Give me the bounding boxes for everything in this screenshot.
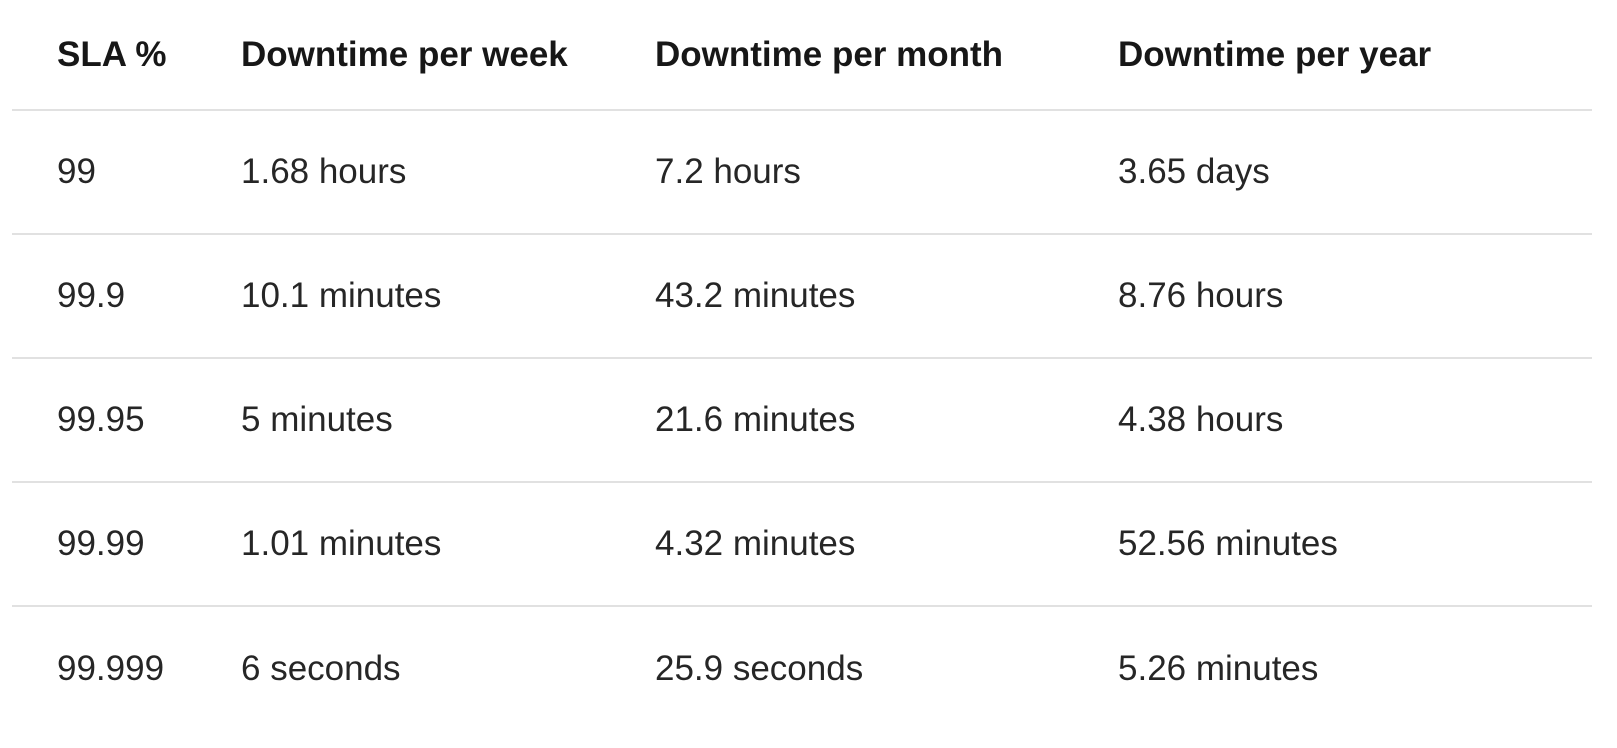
cell-downtime-week: 10.1 minutes [241,276,442,315]
cell-sla-percent: 99.99 [57,524,145,563]
header-downtime-per-month: Downtime per month [655,34,1004,74]
cell-sla-percent: 99.9 [57,276,126,315]
cell-downtime-week: 1.68 hours [241,152,407,191]
cell-sla-percent: 99 [57,152,96,191]
cell-sla-percent: 99.999 [57,649,165,688]
cell-sla-percent: 99.95 [57,400,145,439]
table-header-row: SLA % Downtime per week Downtime per mon… [12,0,1592,111]
cell-downtime-year: 5.26 minutes [1118,649,1319,688]
cell-downtime-month: 43.2 minutes [655,276,856,315]
table-row: 99 1.68 hours 7.2 hours 3.65 days [12,111,1592,235]
cell-downtime-week: 6 seconds [241,649,401,688]
cell-downtime-month: 7.2 hours [655,152,801,191]
table-row: 99.9 10.1 minutes 43.2 minutes 8.76 hour… [12,235,1592,359]
cell-downtime-year: 3.65 days [1118,152,1270,191]
cell-downtime-month: 25.9 seconds [655,649,864,688]
cell-downtime-year: 52.56 minutes [1118,524,1338,563]
sla-downtime-table: SLA % Downtime per week Downtime per mon… [12,0,1592,731]
header-downtime-per-year: Downtime per year [1118,34,1432,74]
cell-downtime-month: 4.32 minutes [655,524,856,563]
table-row: 99.999 6 seconds 25.9 seconds 5.26 minut… [12,607,1592,731]
cell-downtime-year: 8.76 hours [1118,276,1284,315]
table-row: 99.99 1.01 minutes 4.32 minutes 52.56 mi… [12,483,1592,607]
cell-downtime-month: 21.6 minutes [655,400,856,439]
header-downtime-per-week: Downtime per week [241,34,568,74]
table-row: 99.95 5 minutes 21.6 minutes 4.38 hours [12,359,1592,483]
cell-downtime-year: 4.38 hours [1118,400,1284,439]
cell-downtime-week: 5 minutes [241,400,393,439]
header-sla-percent: SLA % [57,34,167,74]
cell-downtime-week: 1.01 minutes [241,524,442,563]
